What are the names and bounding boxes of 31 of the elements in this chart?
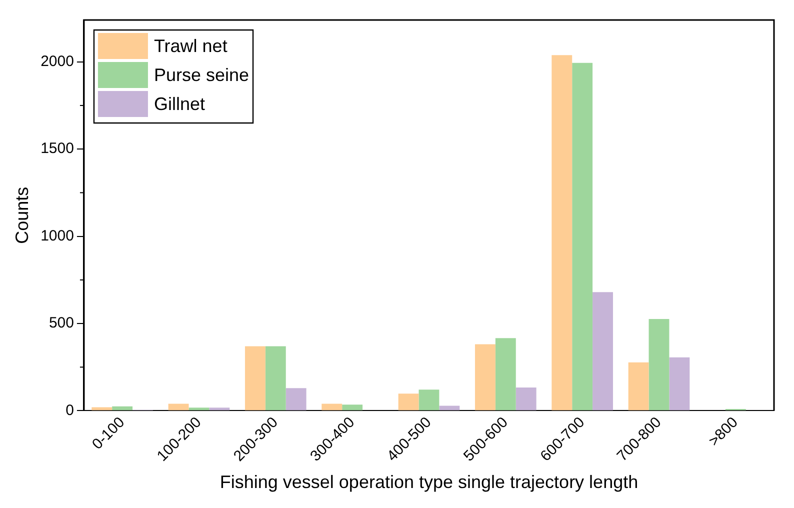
bar — [495, 338, 516, 410]
bar — [286, 388, 306, 410]
y-tick-label: 1000 — [40, 227, 74, 244]
bar — [244, 346, 266, 410]
bar — [628, 362, 649, 410]
bar — [265, 346, 286, 410]
y-tick-label: 1500 — [40, 140, 74, 158]
bar — [592, 292, 613, 410]
legend-label: Trawl net — [154, 36, 228, 56]
bar — [188, 408, 210, 410]
bar — [418, 390, 440, 410]
bar — [516, 388, 536, 410]
y-tick-label: 500 — [48, 314, 74, 332]
bar — [552, 55, 572, 410]
bar — [209, 408, 230, 410]
y-tick-label: 2000 — [40, 53, 74, 70]
bar — [669, 357, 690, 410]
legend-label: Gillnet — [154, 94, 205, 114]
bar — [474, 344, 496, 410]
bar — [439, 406, 460, 410]
bar — [112, 406, 133, 410]
bar — [168, 404, 189, 410]
y-axis-title: Counts — [12, 186, 32, 244]
bar — [398, 394, 419, 410]
legend-label: Purse seine — [154, 64, 250, 85]
bar — [342, 404, 363, 410]
bar — [322, 404, 342, 410]
bar — [572, 62, 593, 410]
x-axis-title: Fishing vessel operation type single trajectory length — [220, 472, 638, 492]
y-tick-label: 0 — [66, 402, 74, 419]
bar — [648, 318, 670, 410]
